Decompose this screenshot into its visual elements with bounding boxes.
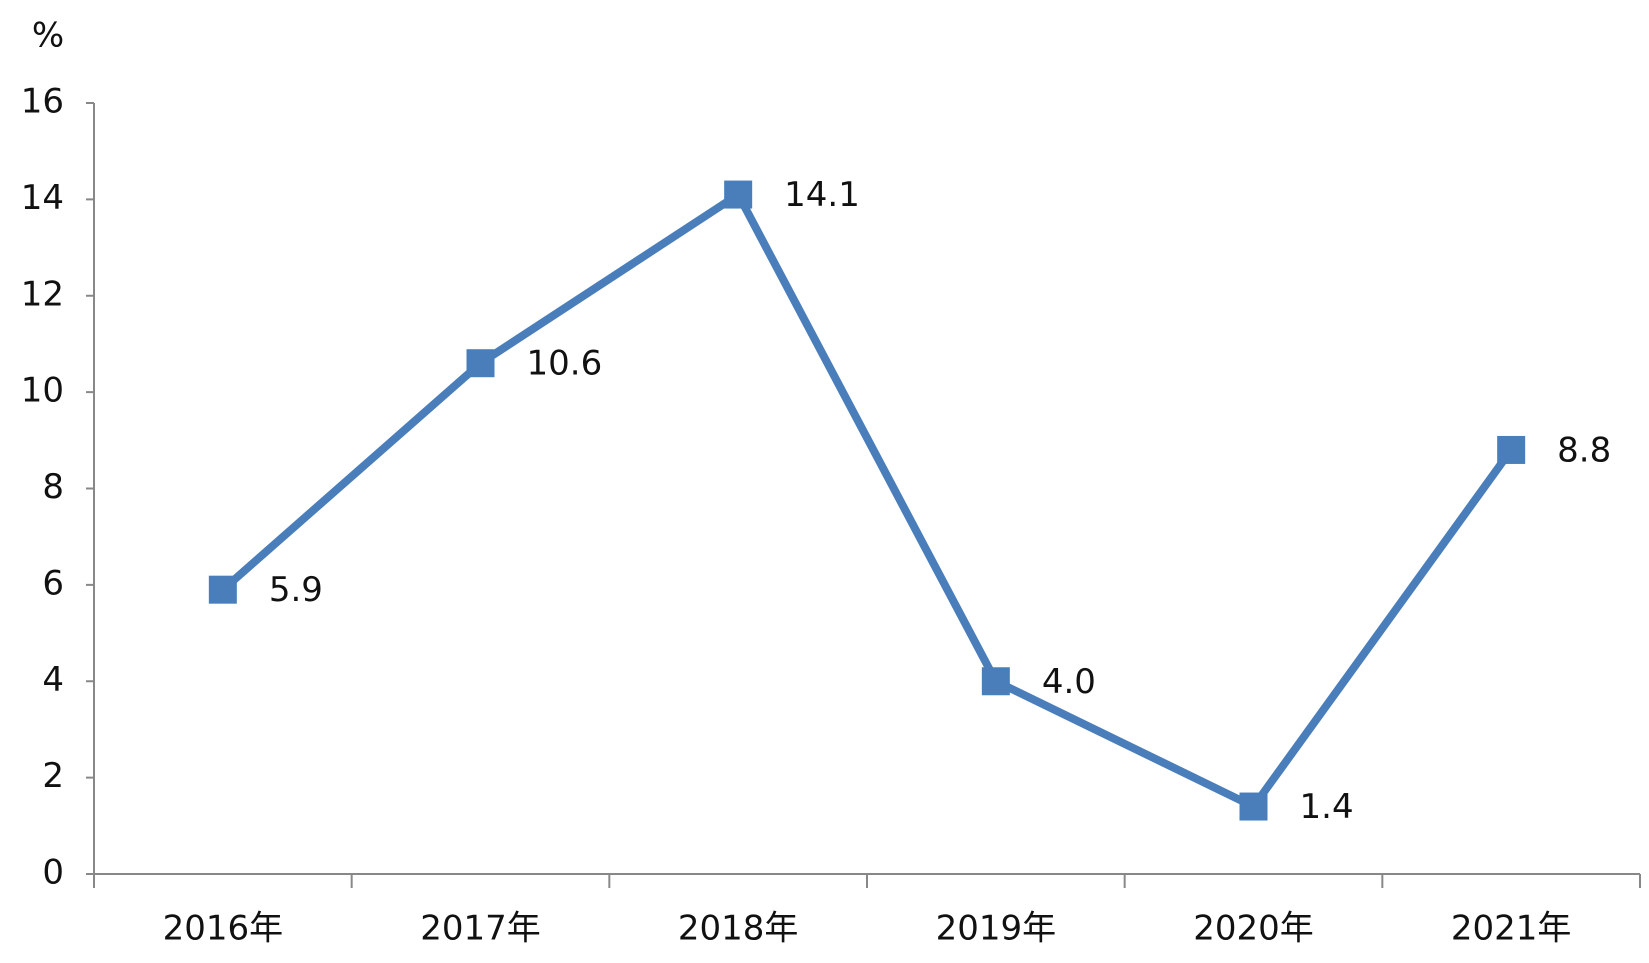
marker <box>981 667 1010 696</box>
data-label: 8.8 <box>1557 430 1611 470</box>
y-tick-label: 16 <box>21 82 64 122</box>
marker <box>724 180 753 209</box>
y-tick-label: 6 <box>42 563 64 603</box>
data-label: 10.6 <box>527 344 603 384</box>
marker <box>208 575 237 604</box>
marker <box>1239 792 1268 821</box>
data-label: 5.9 <box>269 570 323 610</box>
y-tick-label: 8 <box>42 467 64 507</box>
x-tick-label: 2021年 <box>1451 909 1572 949</box>
series-line <box>220 190 1515 811</box>
data-label: 14.1 <box>784 175 860 215</box>
x-tick-label: 2019年 <box>936 909 1057 949</box>
y-axis-unit: % <box>32 16 64 56</box>
marker <box>466 349 495 378</box>
y-tick-label: 12 <box>21 274 64 314</box>
y-tick-label: 4 <box>42 660 64 700</box>
y-tick-label: 2 <box>42 756 64 796</box>
x-tick-label: 2020年 <box>1193 909 1314 949</box>
data-label: 4.0 <box>1042 662 1096 702</box>
y-tick-label: 14 <box>21 178 64 218</box>
marker <box>1497 435 1526 464</box>
x-tick-label: 2016年 <box>163 909 284 949</box>
y-tick-label: 0 <box>42 853 64 893</box>
y-tick-label: 10 <box>21 371 64 411</box>
x-tick-label: 2017年 <box>420 909 541 949</box>
x-tick-label: 2018年 <box>678 909 799 949</box>
data-label: 1.4 <box>1300 787 1354 827</box>
